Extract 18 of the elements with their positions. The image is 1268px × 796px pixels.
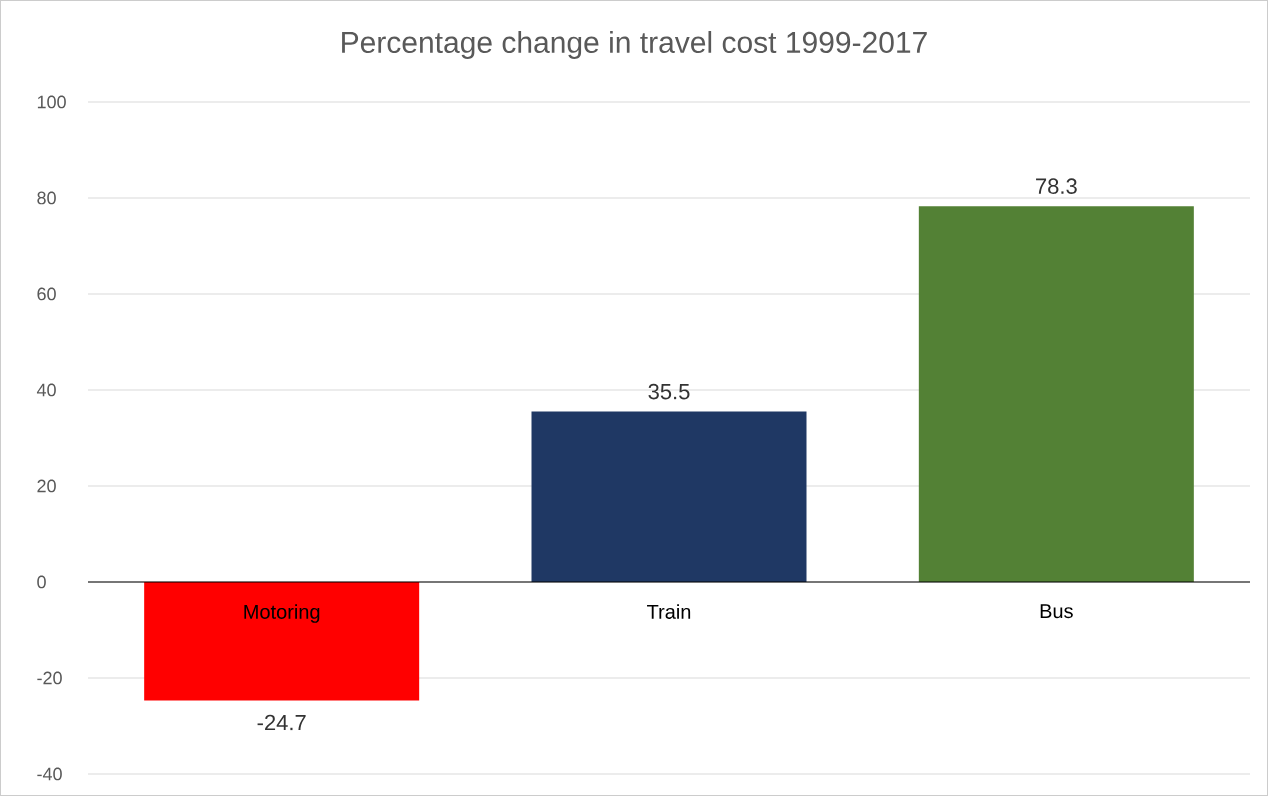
bar xyxy=(144,582,420,701)
bar xyxy=(531,411,807,582)
data-label: 78.3 xyxy=(1036,178,1077,194)
data-label: -24.7 xyxy=(257,714,306,731)
y-tick-label: 60 xyxy=(37,287,56,301)
y-tick-label: 20 xyxy=(37,479,56,493)
y-tick-label: 80 xyxy=(37,191,56,205)
y-tick-label: 40 xyxy=(36,383,56,397)
y-tick-label: -40 xyxy=(37,767,62,781)
y-tick-label: 100 xyxy=(37,95,66,109)
y-tick-label: 0 xyxy=(37,575,46,589)
chart-title: Percentage change in travel cost 1999-2017 xyxy=(342,31,927,59)
data-label: 35.5 xyxy=(648,383,690,400)
x-tick-label: Train xyxy=(647,604,691,619)
y-tick-label: -20 xyxy=(37,671,62,685)
x-tick-label: Motoring xyxy=(244,604,320,623)
bar xyxy=(918,206,1194,582)
x-tick-label: Bus xyxy=(1040,604,1073,619)
